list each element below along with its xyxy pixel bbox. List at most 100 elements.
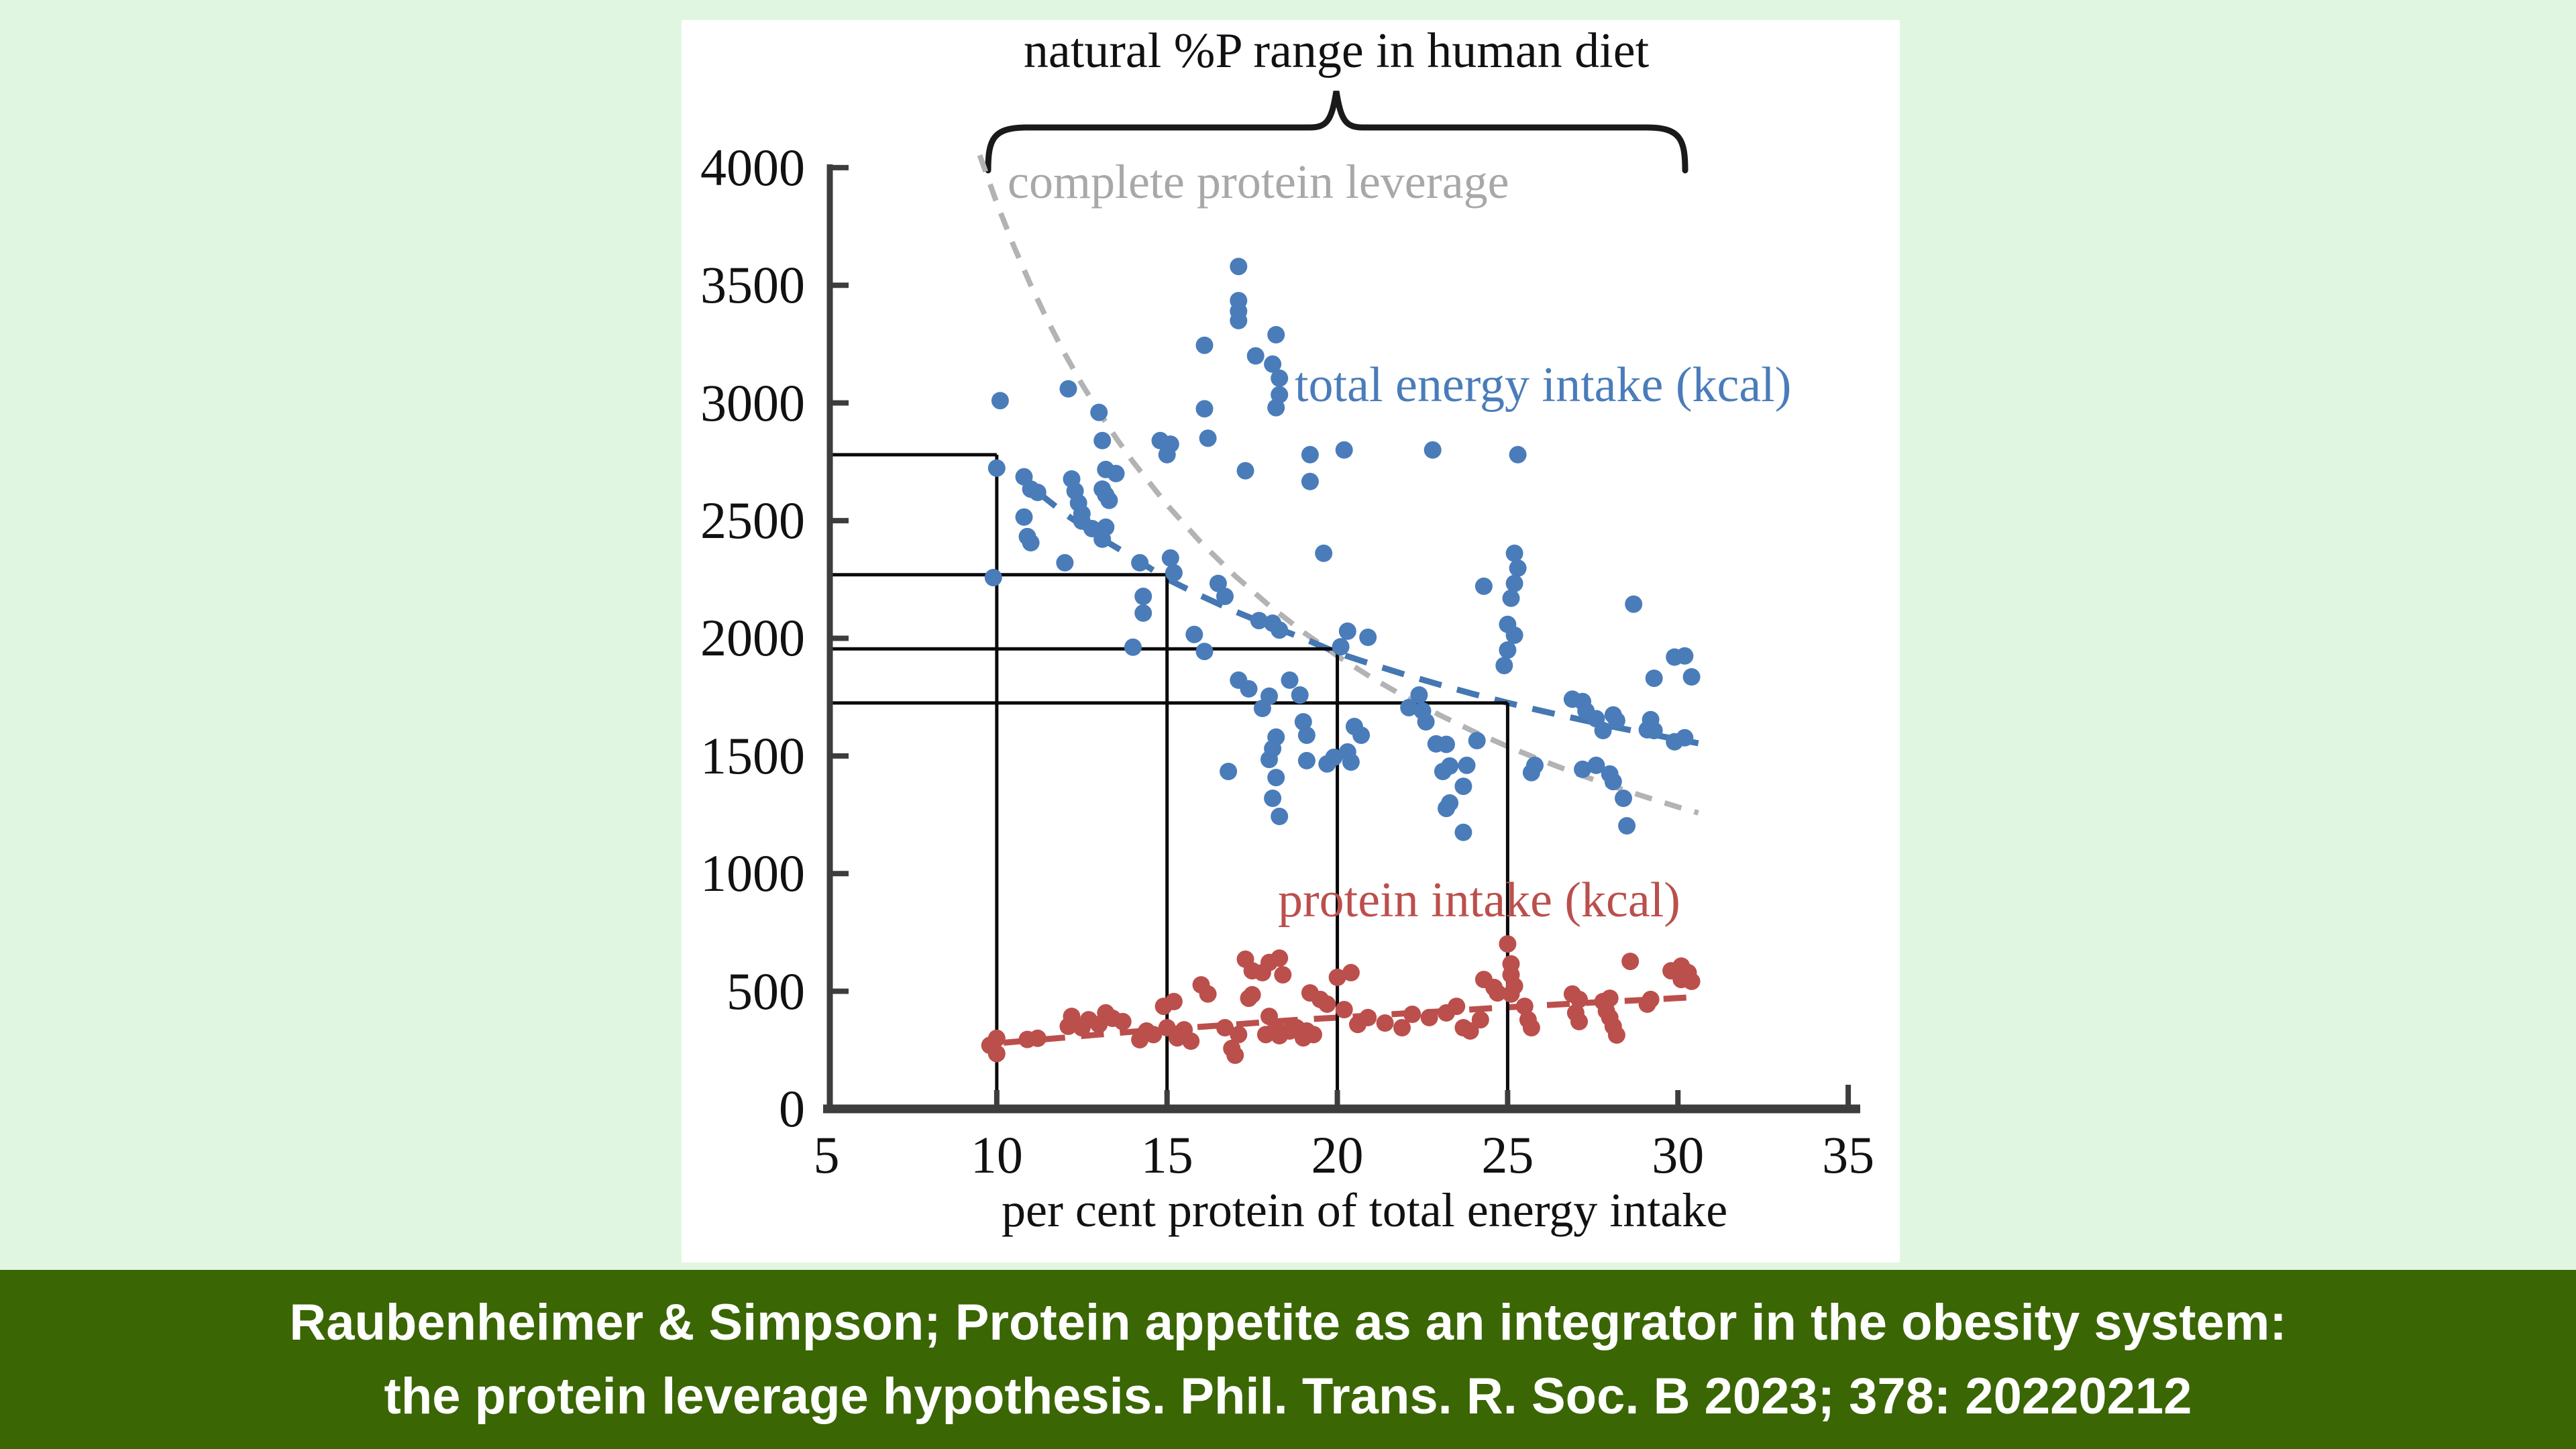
data-point <box>1666 733 1684 751</box>
data-point <box>1325 748 1343 766</box>
data-point <box>1305 1026 1322 1044</box>
data-point <box>1502 589 1520 607</box>
data-point <box>1271 808 1289 825</box>
data-point <box>1267 769 1285 787</box>
data-point <box>1682 668 1701 686</box>
data-point <box>1359 629 1377 646</box>
data-point <box>1454 823 1472 841</box>
data-point <box>1022 534 1040 551</box>
data-point <box>1240 680 1258 698</box>
data-point <box>1134 604 1152 622</box>
data-point <box>1114 1012 1132 1030</box>
data-point <box>1271 369 1289 387</box>
chart-title: natural %P range in human diet <box>1023 23 1650 78</box>
data-point <box>1131 553 1149 572</box>
data-point <box>1332 638 1350 656</box>
data-point <box>1260 751 1278 769</box>
data-point <box>1243 985 1261 1004</box>
data-point <box>1338 622 1356 640</box>
data-point <box>1621 953 1640 971</box>
data-point <box>1420 1008 1438 1026</box>
y-tick-label: 3000 <box>700 373 805 432</box>
data-point <box>1161 549 1179 567</box>
data-point <box>1645 722 1663 739</box>
data-point <box>1359 1008 1377 1026</box>
data-point <box>1318 995 1336 1013</box>
data-point <box>1107 464 1125 482</box>
data-point <box>1587 756 1605 774</box>
y-tick-label: 2500 <box>700 491 805 550</box>
data-point <box>1209 574 1227 592</box>
data-point <box>1267 398 1285 417</box>
data-point <box>1393 1019 1411 1036</box>
data-point <box>1454 777 1472 796</box>
data-point <box>1376 1014 1394 1032</box>
data-point <box>1438 800 1455 818</box>
y-tick-label: 1000 <box>700 844 805 903</box>
data-point <box>1342 753 1360 771</box>
data-point <box>987 459 1006 477</box>
data-point <box>1028 1029 1046 1047</box>
protein-leverage-step-lines <box>830 453 1509 1109</box>
caption-bar: Raubenheimer & Simpson; Protein appetite… <box>0 1270 2576 1449</box>
legend-total-energy-intake: total energy intake (kcal) <box>1295 358 1792 413</box>
data-point <box>1165 564 1183 582</box>
data-point <box>1182 1032 1200 1050</box>
data-point <box>1499 935 1517 953</box>
data-point <box>1594 722 1612 739</box>
data-point <box>1230 1026 1248 1044</box>
data-point <box>1509 559 1527 577</box>
data-point <box>1260 687 1278 705</box>
data-point <box>1505 544 1523 562</box>
data-point <box>1515 998 1534 1016</box>
data-point <box>1441 757 1459 775</box>
axes <box>823 164 1860 1114</box>
y-tick-label: 500 <box>727 961 805 1020</box>
data-point <box>1199 429 1217 447</box>
data-point <box>1267 326 1285 343</box>
data-point <box>1297 727 1316 744</box>
data-point <box>1570 1012 1588 1030</box>
y-tick-label: 1500 <box>700 726 805 785</box>
data-point <box>1410 686 1428 704</box>
y-tick-label: 0 <box>779 1079 805 1138</box>
data-point <box>1271 949 1289 967</box>
data-point <box>1271 621 1289 639</box>
data-point <box>1250 612 1268 630</box>
data-point <box>1185 625 1203 643</box>
x-tick-label: 10 <box>970 1126 1023 1184</box>
data-point <box>1093 431 1112 449</box>
data-point <box>1522 763 1540 782</box>
data-point <box>1489 984 1507 1002</box>
data-point <box>1124 638 1142 656</box>
data-point <box>1424 441 1442 459</box>
y-tick-label: 4000 <box>700 138 805 197</box>
x-tick-label: 15 <box>1140 1126 1193 1184</box>
data-point <box>1474 577 1493 595</box>
data-point <box>1574 760 1592 778</box>
data-point <box>1056 553 1074 572</box>
scatter-points <box>981 258 1701 1064</box>
plot-panel <box>682 20 1900 1263</box>
data-point <box>1226 1046 1244 1064</box>
legend-protein-intake: protein intake (kcal) <box>1278 873 1680 928</box>
data-point <box>1342 963 1360 981</box>
data-point <box>1335 1001 1353 1018</box>
data-point <box>1291 686 1309 704</box>
data-point <box>1461 1022 1479 1040</box>
data-point <box>1015 508 1033 526</box>
data-point <box>1264 355 1282 373</box>
data-point <box>1618 817 1636 835</box>
data-point <box>1256 1026 1275 1044</box>
data-point <box>1028 484 1046 501</box>
data-point <box>1195 400 1214 418</box>
data-point <box>1134 588 1152 605</box>
data-point <box>1063 1008 1081 1026</box>
data-point <box>1505 626 1523 644</box>
data-point <box>1297 751 1316 769</box>
data-point <box>1100 491 1118 509</box>
data-point <box>1264 790 1282 807</box>
data-point <box>987 1044 1006 1063</box>
data-point <box>1471 1011 1489 1029</box>
